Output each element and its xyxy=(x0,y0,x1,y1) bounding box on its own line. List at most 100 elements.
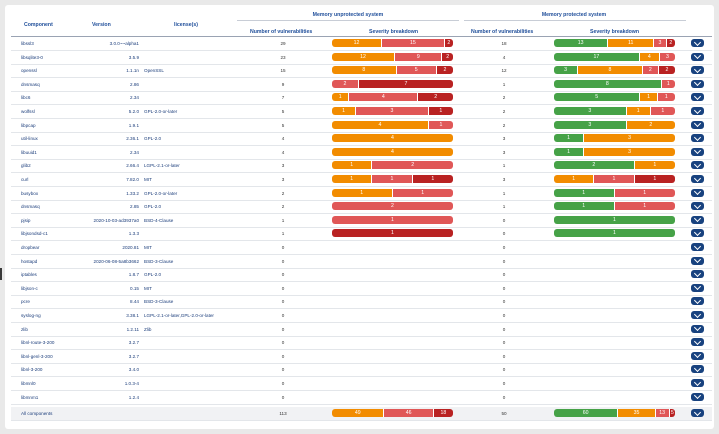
expand-row-button[interactable] xyxy=(691,133,704,143)
chevron-down-icon xyxy=(693,392,702,400)
protected-low-segment: 1 xyxy=(554,215,675,224)
expand-row-button[interactable] xyxy=(691,160,704,170)
component-version: 3.2.7 xyxy=(128,340,139,346)
protected-high-segment: 3 xyxy=(584,147,675,156)
component-license: MIT xyxy=(144,285,152,291)
column-header-unprotected-count[interactable]: Number of vulnerabilities xyxy=(250,29,313,35)
unprotected-high-segment: 4 xyxy=(332,147,453,156)
table-row: busybox 1.33.2 GPL-2.0-or-later 2 1 1 1 1 1 xyxy=(11,187,712,201)
chevron-down-icon xyxy=(693,79,702,87)
chevron-down-icon xyxy=(693,256,702,264)
protected-medium-segment: 1 xyxy=(650,107,675,115)
column-header-license[interactable]: license(s) xyxy=(174,22,198,28)
expand-row-button[interactable] xyxy=(691,215,704,224)
chevron-down-icon xyxy=(693,188,702,196)
component-name: libnl-route-3-200 xyxy=(21,340,55,346)
column-header-protected-count[interactable]: Number of vulnerabilities xyxy=(471,29,534,35)
chevron-down-icon xyxy=(693,337,702,345)
component-name: glib2 xyxy=(21,163,31,169)
unprotected-vuln-count: 23 xyxy=(280,54,286,60)
expand-row-button[interactable] xyxy=(691,188,704,197)
expand-row-button[interactable] xyxy=(691,392,704,401)
component-version: 2.34 xyxy=(130,149,139,155)
expand-row-button[interactable] xyxy=(691,324,704,333)
component-version: 2.34 xyxy=(130,95,139,101)
expand-row-button[interactable] xyxy=(691,242,704,251)
expand-row-button[interactable] xyxy=(691,337,704,347)
unprotected-medium-segment: 2 xyxy=(332,79,359,88)
expand-row-button[interactable] xyxy=(691,310,704,319)
expand-row-button[interactable] xyxy=(691,364,704,374)
column-header-version[interactable]: Version xyxy=(92,22,111,28)
component-name: libmnl0 xyxy=(21,381,36,386)
unprotected-high-segment: 4 xyxy=(332,120,429,129)
unprotected-vuln-count: 0 xyxy=(281,394,285,400)
component-version: 3.4.0 xyxy=(128,367,139,373)
component-name: libjson-c xyxy=(21,285,38,291)
expand-row-button[interactable] xyxy=(691,92,704,102)
component-license: LGPL-2.1-or-later xyxy=(144,163,180,169)
protected-vuln-count: 0 xyxy=(502,231,506,237)
scroll-indicator[interactable] xyxy=(0,268,2,280)
total-row: All components 113 49 46 18 50 60 35 13 5 xyxy=(11,407,712,422)
unprotected-medium-segment: 1 xyxy=(428,120,453,129)
component-version: 2020.81 xyxy=(122,245,139,250)
unprotected-medium-segment: 4 xyxy=(349,93,419,102)
protected-low-segment: 1 xyxy=(554,229,675,238)
chevron-down-icon xyxy=(693,242,702,250)
expand-row-button[interactable] xyxy=(691,147,704,156)
table-row: dropbear 2020.81 MIT 0 0 xyxy=(11,241,712,255)
expand-row-button[interactable] xyxy=(691,256,704,265)
expand-row-button[interactable] xyxy=(691,283,704,292)
unprotected-vuln-count: 0 xyxy=(281,353,285,359)
expand-row-button[interactable] xyxy=(691,228,704,238)
component-license: OpenSSL xyxy=(144,68,164,74)
protected-vuln-count: 1 xyxy=(502,163,506,169)
component-license: MIT xyxy=(144,245,152,250)
expand-row-button[interactable] xyxy=(691,79,704,88)
component-version: 1.3.3 xyxy=(128,231,139,237)
expand-row-button[interactable] xyxy=(691,201,704,211)
report-panel: Memory unprotected system Memory protect… xyxy=(5,5,714,429)
unprotected-vuln-count: 2 xyxy=(281,190,285,196)
unprotected-vuln-count: 0 xyxy=(281,381,285,386)
protected-critical-segment: 2 xyxy=(658,66,675,75)
table-row: libjsondsd-c1 1.3.3 1 1 0 1 xyxy=(11,227,712,242)
expand-row-button[interactable] xyxy=(691,296,704,306)
expand-row-button[interactable] xyxy=(691,38,704,47)
protected-vuln-count: 3 xyxy=(502,177,506,182)
component-version: 2.36.1 xyxy=(126,136,139,142)
component-name: busybox xyxy=(21,190,39,196)
protected-high-segment: 3 xyxy=(584,134,675,143)
protected-high-segment: 4 xyxy=(639,52,660,61)
component-name: openssl xyxy=(21,68,37,74)
expand-row-button[interactable] xyxy=(691,65,704,75)
protected-vuln-count: 18 xyxy=(501,41,507,46)
expand-row-button[interactable] xyxy=(691,351,704,360)
unprotected-vuln-count: 1 xyxy=(281,217,285,223)
protected-group-header: Memory protected system xyxy=(541,12,607,18)
unprotected-severity-bar: 49 46 18 xyxy=(332,409,453,418)
expand-row-button[interactable] xyxy=(691,52,704,61)
expand-row-button[interactable] xyxy=(691,408,704,418)
expand-row-button[interactable] xyxy=(691,174,704,183)
expand-row-button[interactable] xyxy=(691,106,704,115)
unprotected-vuln-count: 3 xyxy=(281,163,285,169)
unprotected-vuln-count: 3 xyxy=(281,177,285,182)
chevron-down-icon xyxy=(693,215,702,223)
unprotected-severity-bar: 4 xyxy=(332,134,453,143)
column-header-component[interactable]: Component xyxy=(24,22,53,28)
protected-low-segment: 17 xyxy=(554,52,640,61)
expand-row-button[interactable] xyxy=(691,378,704,387)
expand-row-button[interactable] xyxy=(691,120,704,129)
unprotected-critical-segment: 1 xyxy=(428,107,453,115)
expand-row-button[interactable] xyxy=(691,269,704,279)
protected-group-divider xyxy=(464,20,686,21)
table-row: dnsmasq 2.86 9 2 7 1 8 1 xyxy=(11,78,712,92)
component-name: util-linux xyxy=(21,136,38,142)
protected-high-segment: 1 xyxy=(554,175,595,183)
